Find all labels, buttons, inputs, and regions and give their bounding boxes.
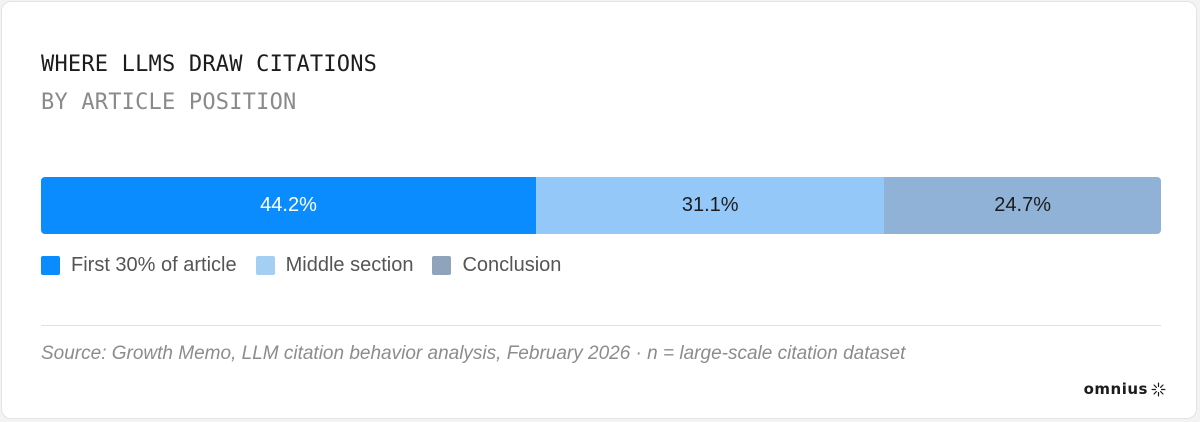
legend-swatch bbox=[432, 256, 452, 275]
legend-item: Middle section bbox=[255, 254, 414, 277]
chart-legend: First 30% of article Middle section Conclu… bbox=[41, 254, 580, 277]
source-note: Source: Growth Memo, LLM citation behavi… bbox=[41, 343, 906, 364]
sunburst-icon bbox=[1151, 382, 1166, 396]
legend-swatch bbox=[41, 256, 60, 275]
brand-name: omnius bbox=[1083, 380, 1148, 398]
bar-segment-1: 44.2% bbox=[41, 177, 537, 234]
legend-item: Conclusion bbox=[432, 254, 561, 277]
chart-title: WHERE LLMS DRAW CITATIONS bbox=[41, 52, 378, 77]
legend-item: First 30% of article bbox=[41, 254, 237, 277]
legend-label: Conclusion bbox=[462, 254, 562, 276]
brand-logo: omnius bbox=[1084, 380, 1166, 398]
segment-value-label: 44.2% bbox=[260, 194, 317, 216]
legend-swatch bbox=[255, 256, 275, 275]
legend-label: First 30% of article bbox=[71, 254, 237, 276]
segment-value-label: 24.7% bbox=[994, 194, 1052, 216]
stacked-bar: 44.2% 31.1% 24.7% bbox=[41, 177, 1161, 234]
chart-subtitle: BY ARTICLE POSITION bbox=[41, 90, 297, 115]
legend-label: Middle section bbox=[285, 254, 414, 276]
divider bbox=[41, 325, 1161, 326]
bar-segment-2: 31.1% bbox=[536, 177, 885, 234]
bar-segment-3: 24.7% bbox=[884, 177, 1161, 234]
segment-value-label: 31.1% bbox=[681, 194, 739, 216]
